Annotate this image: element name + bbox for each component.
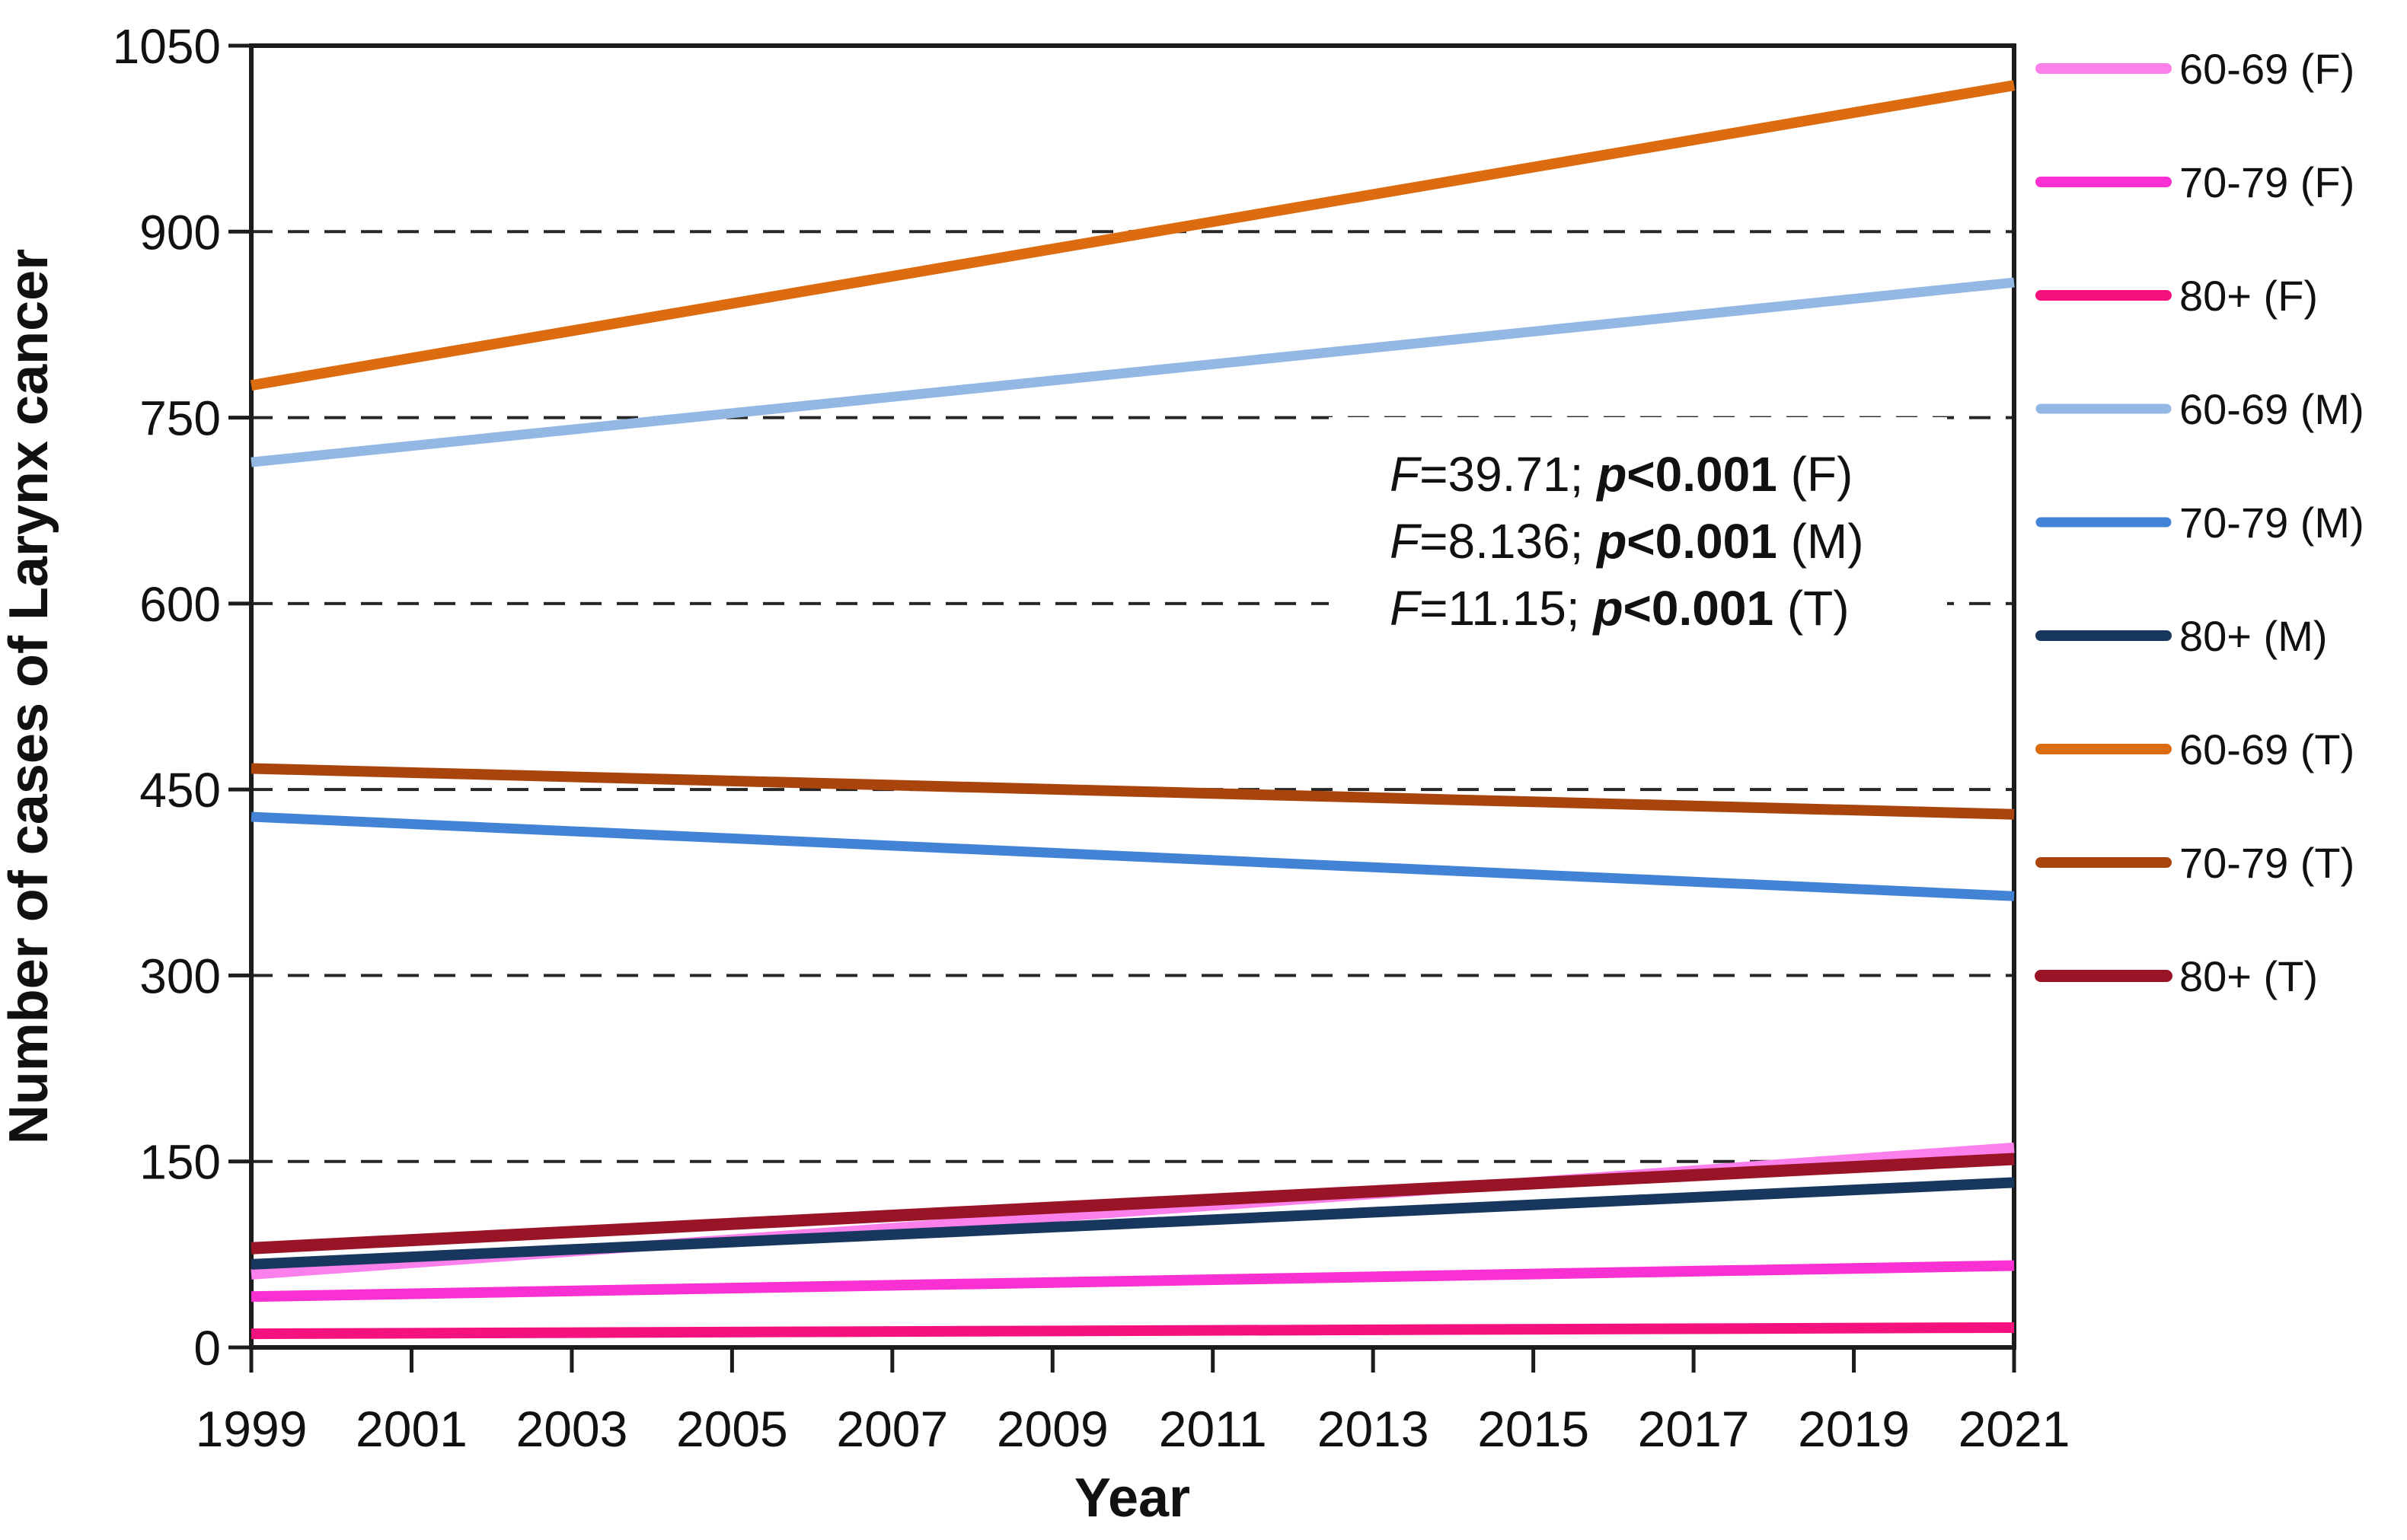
y-tick-label-1050: 1050 xyxy=(113,19,221,74)
y-ticks xyxy=(228,43,251,1350)
x-tick-label-2017: 2017 xyxy=(1638,1401,1750,1457)
y-tick-label-0: 0 xyxy=(193,1321,221,1376)
y-tick-labels: 0 150 300 450 600 750 900 1050 xyxy=(113,19,221,1376)
series-lines xyxy=(250,80,2016,1340)
series-line-80-t xyxy=(251,1153,2015,1255)
series-line-80-m xyxy=(251,1177,2015,1270)
x-tick-labels: 1999 2001 2003 2005 2007 2009 2011 2013 2015 2017… xyxy=(196,1401,2070,1457)
annotation-segment: p xyxy=(1595,514,1626,569)
annotation-segment: F xyxy=(1390,447,1422,502)
series-line-70-79-f xyxy=(251,1260,2015,1302)
x-ticks xyxy=(249,1347,2016,1373)
legend-label-80-t: 80+ (T) xyxy=(2179,952,2318,1000)
legend-item-60-69-t: 60-69 (T) xyxy=(2035,725,2354,773)
annotation-line-1: F=39.71; p<0.001 (F) xyxy=(1390,447,1853,502)
legend-label-60-69-m: 60-69 (M) xyxy=(2179,385,2364,433)
x-tick-label-2001: 2001 xyxy=(356,1401,468,1457)
x-tick-label-2007: 2007 xyxy=(836,1401,948,1457)
legend-item-80-m: 80+ (M) xyxy=(2035,612,2328,660)
legend-label-60-69-t: 60-69 (T) xyxy=(2179,725,2354,773)
x-tick-label-2015: 2015 xyxy=(1477,1401,1589,1457)
annotation-stats: F=39.71; p<0.001 (F)F=8.136; p<0.001 (M)… xyxy=(1390,447,1864,636)
legend-item-80-f: 80+ (F) xyxy=(2035,272,2318,320)
plot-frame xyxy=(249,43,2016,1350)
series-line-80-f xyxy=(251,1322,2015,1340)
annotation-segment: (M) xyxy=(1777,514,1864,569)
annotation-line-2: F=8.136; p<0.001 (M) xyxy=(1390,514,1864,569)
legend-label-70-79-t: 70-79 (T) xyxy=(2179,839,2354,887)
legend-label-70-79-m: 70-79 (M) xyxy=(2179,499,2364,547)
x-axis-title: Year xyxy=(1074,1468,1190,1529)
x-tick-label-2005: 2005 xyxy=(676,1401,788,1457)
annotation-segment: =39.71; xyxy=(1419,447,1597,502)
legend-item-70-79-f: 70-79 (F) xyxy=(2035,158,2354,206)
annotation-segment: (T) xyxy=(1773,581,1850,636)
y-tick-label-300: 300 xyxy=(139,949,221,1003)
annotation-segment: F xyxy=(1390,581,1422,636)
annotation-segment: p xyxy=(1595,447,1626,502)
series-line-60-69-m xyxy=(251,277,2015,467)
annotation-segment: p xyxy=(1591,581,1623,636)
y-tick-label-600: 600 xyxy=(139,577,221,632)
annotation-segment: <0.001 xyxy=(1626,514,1777,569)
x-tick-label-1999: 1999 xyxy=(196,1401,308,1457)
y-tick-label-900: 900 xyxy=(139,205,221,260)
legend-label-70-79-f: 70-79 (F) xyxy=(2179,158,2354,206)
legend-label-80-f: 80+ (F) xyxy=(2179,272,2318,320)
y-tick-label-750: 750 xyxy=(139,391,221,446)
legend-label-60-69-f: 60-69 (F) xyxy=(2179,45,2354,93)
x-tick-label-2003: 2003 xyxy=(516,1401,627,1457)
legend-label-80-m: 80+ (M) xyxy=(2179,612,2328,660)
legend-item-60-69-m: 60-69 (M) xyxy=(2035,385,2364,433)
annotation-segment: <0.001 xyxy=(1623,581,1774,636)
annotation-segment: <0.001 xyxy=(1626,447,1777,502)
annotation-segment: =8.136; xyxy=(1419,514,1597,569)
x-tick-label-2013: 2013 xyxy=(1317,1401,1429,1457)
x-tick-label-2019: 2019 xyxy=(1798,1401,1910,1457)
series-line-60-69-t xyxy=(250,80,2016,391)
y-tick-label-150: 150 xyxy=(139,1135,221,1190)
legend-item-80-t: 80+ (T) xyxy=(2035,952,2318,1000)
legend-item-60-69-f: 60-69 (F) xyxy=(2035,45,2354,93)
annotation-segment: =11.15; xyxy=(1419,581,1593,636)
series-line-70-79-t xyxy=(251,763,2015,820)
annotation-background xyxy=(1329,417,1947,646)
legend-item-70-79-m: 70-79 (M) xyxy=(2035,499,2364,547)
annotation-segment: (F) xyxy=(1777,447,1853,502)
legend-item-70-79-t: 70-79 (T) xyxy=(2035,839,2354,887)
legend: 60-69 (F) 70-79 (F) 80+ (F) 60-69 (M) 70-79 … xyxy=(2035,45,2364,1000)
annotation-line-3: F=11.15; p<0.001 (T) xyxy=(1390,581,1850,636)
y-axis-title: Number of cases of Larynx cancer xyxy=(0,249,59,1144)
x-tick-label-2021: 2021 xyxy=(1958,1401,2070,1457)
y-tick-label-450: 450 xyxy=(139,763,221,818)
x-tick-label-2011: 2011 xyxy=(1159,1401,1267,1457)
annotation-segment: F xyxy=(1390,514,1422,569)
x-tick-label-2009: 2009 xyxy=(997,1401,1109,1457)
series-line-70-79-m xyxy=(251,811,2015,901)
